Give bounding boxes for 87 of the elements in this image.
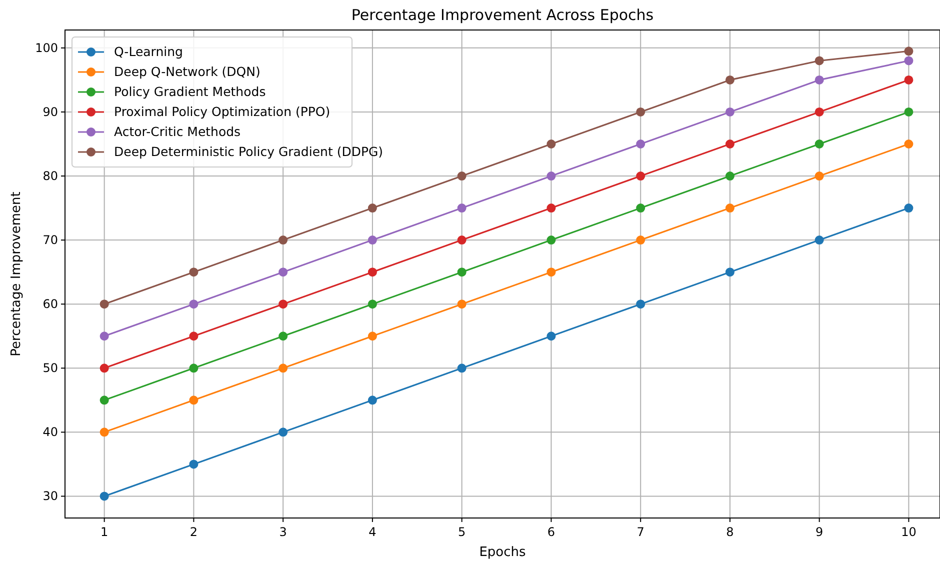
point	[189, 396, 198, 405]
point	[546, 139, 556, 148]
point	[189, 460, 198, 469]
point	[189, 332, 198, 341]
x-tick-label: 10	[901, 525, 916, 539]
point	[814, 75, 824, 84]
point	[368, 396, 377, 405]
y-tick-label: 80	[42, 169, 58, 184]
point	[100, 300, 109, 309]
legend-label: Actor-Critic Methods	[114, 124, 241, 139]
point	[904, 46, 914, 56]
point	[457, 236, 466, 245]
x-tick-label: 9	[816, 525, 824, 539]
x-tick-label: 1	[100, 525, 108, 539]
legend-label: Q-Learning	[114, 44, 183, 59]
x-tick-label: 3	[279, 525, 287, 539]
point	[100, 332, 109, 341]
point	[278, 236, 288, 245]
point	[278, 300, 288, 309]
point	[100, 364, 109, 373]
y-tick-label: 100	[35, 40, 58, 55]
point	[725, 268, 734, 277]
point	[457, 172, 466, 181]
point	[457, 268, 466, 277]
chart-title: Percentage Improvement Across Epochs	[351, 6, 654, 24]
point	[814, 172, 824, 181]
point	[546, 268, 556, 277]
y-tick-label: 50	[42, 361, 58, 376]
x-tick-label: 6	[547, 525, 556, 539]
point	[636, 236, 646, 245]
point	[546, 172, 556, 181]
x-tick-label: 2	[190, 525, 198, 539]
point	[100, 492, 109, 501]
x-axis-title: Epochs	[479, 545, 526, 560]
point	[457, 364, 466, 373]
point	[368, 300, 377, 309]
point	[368, 204, 377, 213]
point	[189, 268, 198, 277]
point	[278, 268, 288, 277]
x-tick-label: 5	[458, 525, 466, 539]
point	[904, 107, 914, 116]
y-tick-label: 90	[42, 104, 58, 119]
point	[725, 204, 734, 213]
point	[814, 56, 824, 66]
x-tick-label: 8	[726, 525, 734, 539]
point	[725, 172, 734, 181]
point	[904, 75, 914, 84]
point	[189, 300, 198, 309]
y-axis-title: Percentage Improvement	[9, 192, 24, 356]
point	[814, 139, 824, 148]
x-tick-label: 7	[636, 525, 644, 539]
point	[814, 236, 824, 245]
point	[368, 236, 377, 245]
point	[368, 332, 377, 341]
point	[278, 364, 288, 373]
point	[100, 396, 109, 405]
point	[904, 204, 914, 213]
point	[368, 268, 377, 277]
point	[278, 428, 288, 437]
point	[636, 204, 646, 213]
y-tick-label: 60	[42, 297, 58, 312]
legend-label: Deep Q-Network (DQN)	[114, 64, 260, 79]
point	[100, 428, 109, 437]
y-tick-label: 70	[42, 233, 58, 248]
y-tick-label: 30	[42, 489, 58, 504]
point	[904, 56, 914, 66]
legend-label: Deep Deterministic Policy Gradient (DDPG)	[114, 144, 384, 159]
point	[546, 204, 556, 213]
point	[814, 107, 824, 116]
point	[636, 172, 646, 181]
point	[189, 364, 198, 373]
point	[636, 300, 646, 309]
point	[457, 204, 466, 213]
point	[546, 236, 556, 245]
point	[636, 139, 646, 148]
x-tick-label: 4	[368, 525, 376, 539]
point	[457, 300, 466, 309]
legend-label: Policy Gradient Methods	[114, 84, 266, 99]
point	[546, 332, 556, 341]
point	[278, 332, 288, 341]
point	[725, 107, 734, 116]
legend-label: Proximal Policy Optimization (PPO)	[114, 104, 330, 119]
point	[725, 75, 734, 84]
y-tick-label: 40	[42, 425, 58, 440]
point	[904, 139, 914, 148]
point	[725, 139, 734, 148]
point	[636, 107, 646, 116]
